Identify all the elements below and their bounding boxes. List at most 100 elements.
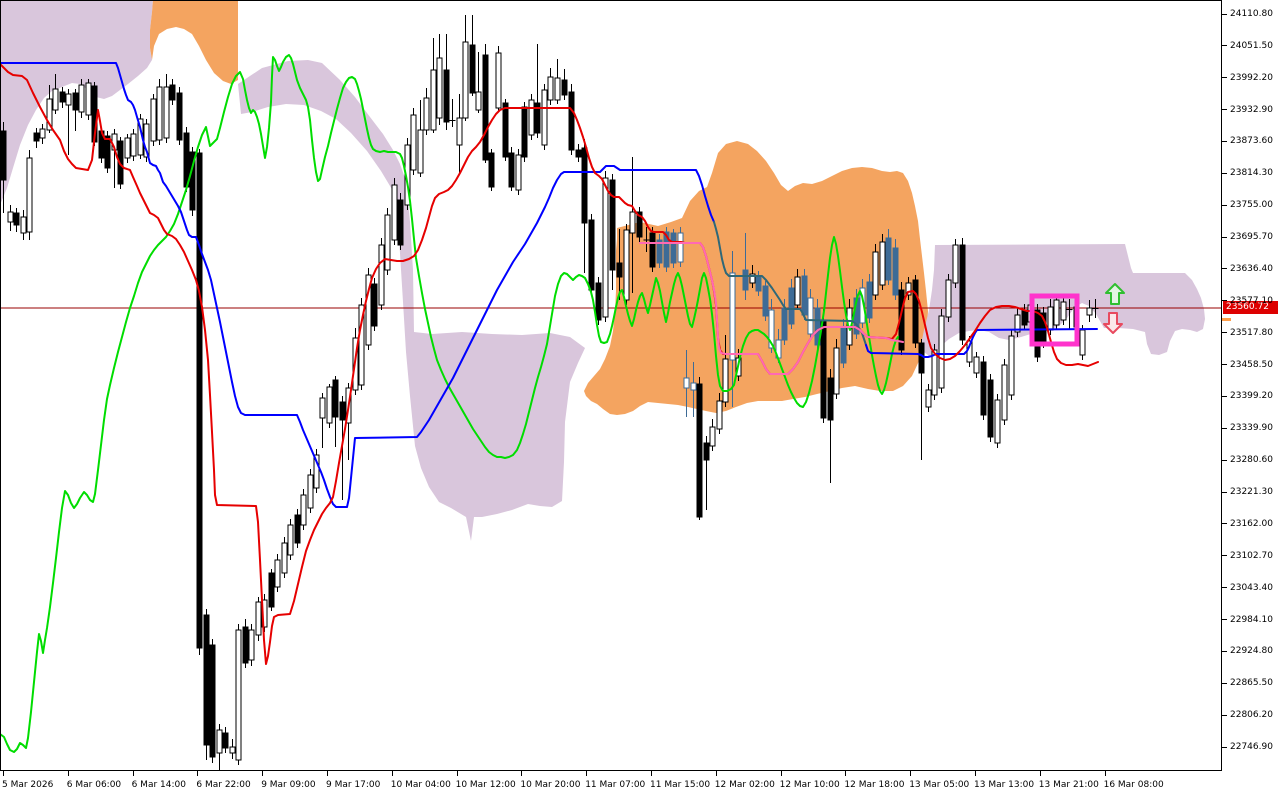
candle-body (397, 199, 404, 246)
candle-body (568, 91, 575, 151)
candle-body (801, 275, 808, 316)
candle-body (176, 92, 183, 141)
candle-body (755, 276, 762, 292)
candle-body (482, 54, 489, 161)
candle-body (794, 276, 801, 306)
candle-body (807, 297, 814, 335)
candle-body (59, 91, 66, 103)
price-axis-tick (1222, 109, 1227, 111)
candle-body (72, 92, 79, 111)
time-axis-label: 10 Mar 20:00 (520, 780, 581, 790)
time-axis-tick (327, 771, 328, 776)
candle-body (581, 147, 588, 224)
candle-body (781, 307, 788, 341)
price-axis-tick (1222, 395, 1227, 397)
candle-body (430, 69, 437, 131)
candle-body (417, 129, 424, 174)
time-axis-tick (910, 771, 912, 776)
candle-body (26, 157, 33, 233)
time-axis-label: 12 Mar 02:00 (714, 780, 775, 790)
candle-body (629, 211, 636, 234)
price-axis-tick (1222, 650, 1227, 652)
candle-body (833, 347, 840, 395)
candle-body (52, 88, 59, 111)
candle-body (945, 279, 952, 318)
candle-body (20, 216, 27, 234)
candle-body (371, 283, 378, 327)
price-axis-label: 22746.90 (1230, 742, 1273, 752)
time-axis-tick (845, 771, 847, 776)
candle-body (696, 383, 703, 518)
candle-body (488, 152, 495, 188)
time-axis-tick (3, 771, 4, 776)
time-axis-label: 12 Mar 10:00 (779, 780, 840, 790)
time-axis-tick (132, 771, 134, 776)
price-axis-label: 23577.10 (1230, 295, 1273, 306)
time-axis-label: 13 Mar 13:00 (974, 780, 1035, 790)
candle-body (150, 98, 157, 142)
candle-body (117, 140, 124, 185)
candle-body (502, 102, 509, 158)
candle-body (156, 86, 163, 141)
time-axis-label: 6 Mar 14:00 (131, 780, 186, 790)
price-chart-plot[interactable] (0, 0, 1222, 771)
time-axis-tick (67, 771, 69, 776)
time-axis-tick (456, 771, 458, 776)
price-axis-tick (1222, 236, 1227, 238)
highlight-rectangle[interactable] (1029, 293, 1080, 347)
price-axis-label: 23399.20 (1230, 391, 1273, 402)
time-axis-tick (780, 771, 782, 776)
time-axis-label: 6 Mar 06:00 (66, 780, 122, 790)
time-axis-tick (262, 771, 264, 776)
price-axis-tick (1222, 13, 1227, 15)
candle-body (326, 386, 333, 424)
candle-body (677, 232, 684, 263)
time-axis-tick (1039, 771, 1041, 776)
candle-body (616, 262, 623, 278)
price-axis: 23560.72 24110.80 24051.50 23992.20 23932.9… (1222, 0, 1280, 771)
candle-body (1047, 306, 1054, 331)
candle-body (1034, 309, 1041, 358)
time-axis-label: 13 Mar 05:00 (909, 780, 970, 790)
candle-body (994, 399, 1001, 444)
indicator-line-kijun-teal-in-cloud (713, 221, 867, 346)
price-axis-tick (1222, 364, 1227, 366)
candle-body (623, 229, 630, 301)
candle-body (938, 315, 945, 389)
candle-body (189, 151, 196, 211)
price-axis-tick (1222, 459, 1227, 461)
price-axis-label: 23280.60 (1230, 455, 1273, 466)
candle-body (683, 377, 690, 389)
candle-body (313, 454, 320, 489)
up-signal-arrow-icon (1105, 283, 1125, 305)
kumo-purple-top-left (0, 0, 153, 205)
candle-body (281, 542, 288, 574)
candle-body (872, 251, 879, 296)
candle-body (528, 99, 535, 136)
price-axis-label: 23755.00 (1230, 200, 1273, 211)
candle-body (905, 282, 912, 296)
candle-body (319, 397, 326, 419)
time-axis-label: 9 Mar 17:00 (326, 780, 381, 790)
price-axis-tick (1222, 45, 1227, 47)
candle-body (709, 426, 716, 447)
candle-body (423, 97, 430, 131)
candle-body (248, 629, 255, 661)
time-axis: 5 Mar 2026 6 Mar 06:00 6 Mar 14:00 6 Mar 22… (0, 771, 1280, 800)
price-axis-label: 22865.50 (1230, 678, 1273, 689)
candle-body (959, 244, 966, 341)
candle-body (1021, 309, 1028, 326)
price-axis-label: 23636.40 (1230, 263, 1273, 274)
candle-body (541, 89, 548, 146)
candle-body (1008, 335, 1015, 396)
candle-body (300, 494, 307, 526)
candle-body (588, 219, 595, 291)
candle-body (749, 273, 756, 284)
time-axis-label: 10 Mar 04:00 (390, 780, 451, 790)
price-axis-tick (1222, 332, 1227, 334)
candle-body (242, 626, 249, 664)
time-axis-label: 5 Mar 2026 (2, 780, 54, 790)
time-axis-label: 11 Mar 07:00 (585, 780, 646, 790)
candle-body (866, 281, 873, 319)
